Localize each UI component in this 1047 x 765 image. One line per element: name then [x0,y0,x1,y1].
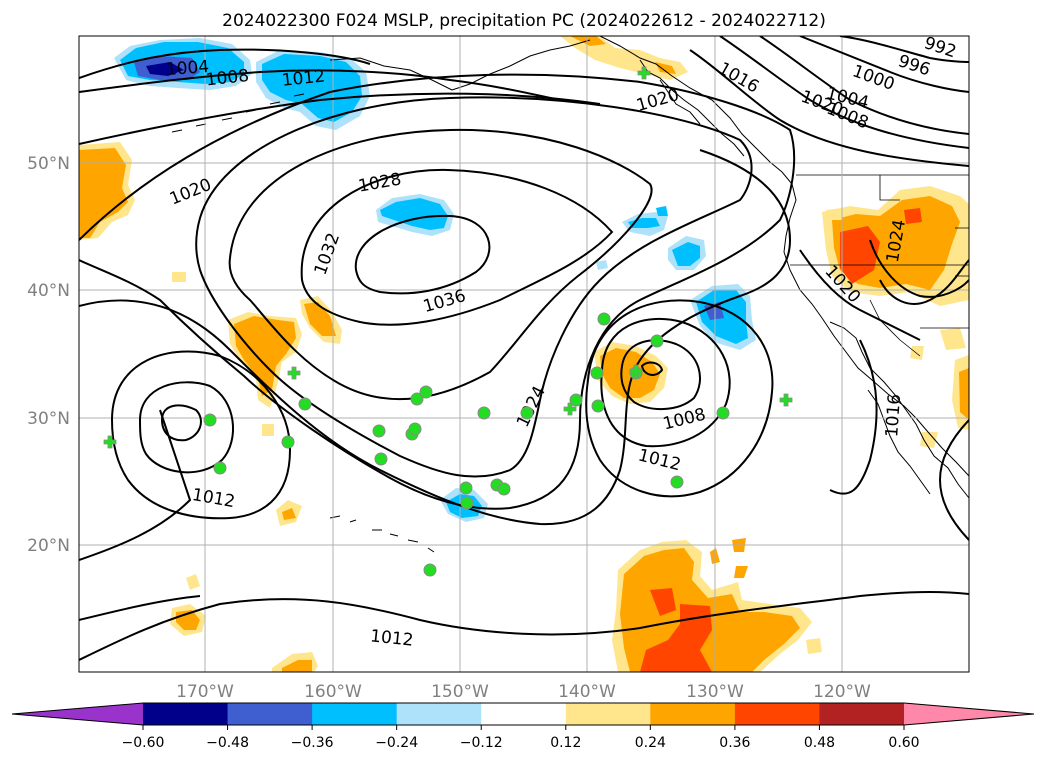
station-marker [520,406,534,420]
station-plus-marker [629,364,643,378]
colorbar-segment [481,703,567,725]
isobar-label: 1004 [165,57,210,80]
map-area: 1004 1008 1012 1020 1028 1032 1036 1024 … [79,36,969,672]
station-marker [597,312,611,326]
colorbar-tick-label: −0.12 [460,735,503,751]
colorbar-tick-label: 0.24 [635,735,666,751]
colorbar-extend-low [12,703,143,725]
station-marker [203,413,217,427]
station-marker [497,482,511,496]
lat-label: 30°N [27,409,70,429]
lon-label: 140°W [558,682,616,702]
station-marker [460,496,474,510]
colorbar-tick-label: −0.60 [122,735,165,751]
isobar-label: 1012 [281,66,326,90]
station-marker [591,399,605,413]
lat-label: 50°N [27,154,70,174]
station-marker [374,452,388,466]
station-plus-marker [779,393,793,407]
station-marker [419,385,433,399]
colorbar-segment [396,703,482,725]
colorbar-extend-high [904,703,1034,725]
colorbar-tick-label: −0.36 [291,735,334,751]
station-marker [213,461,227,475]
lon-label: 120°W [813,682,871,702]
colorbar-segment [650,703,736,725]
station-marker [410,392,424,406]
isobars [79,36,969,661]
colorbar-tick-label: 0.60 [888,735,919,751]
colorbar-segment [819,703,905,725]
station-marker [423,563,437,577]
lat-label: 20°N [27,536,70,556]
station-plus-marker [637,66,651,80]
colorbar-tick-label: −0.48 [206,735,249,751]
station-marker [716,406,730,420]
station-marker [569,393,583,407]
station-marker [372,424,386,438]
station-markers-plus [103,66,793,449]
colorbar-tick-label: −0.24 [375,735,418,751]
colorbar-tick-label: 0.12 [550,735,581,751]
station-marker [477,406,491,420]
station-marker [408,422,422,436]
colorbar-segment [734,703,820,725]
lat-label: 40°N [27,281,70,301]
station-marker [281,435,295,449]
colorbar-tick-label: 0.36 [719,735,750,751]
isobar-label: 1008 [205,66,250,90]
colorbar-segment [143,703,229,725]
colorbar-tick-label: 0.48 [804,735,835,751]
station-marker [650,334,664,348]
station-plus-marker [287,366,301,380]
colorbar-segment [227,703,313,725]
station-plus-marker [563,402,577,416]
station-marker [590,366,604,380]
latitude-labels: 50°N 40°N 30°N 20°N [27,154,70,556]
lon-label: 160°W [304,682,362,702]
isobar-label: 1016 [882,393,905,438]
lon-label: 150°W [431,682,489,702]
station-plus-marker [103,435,117,449]
colorbar-segment [565,703,651,725]
colorbar: −0.60 −0.48 −0.36 −0.24 −0.12 0.12 0.24 0.36 0.4… [11,702,1035,751]
station-marker [298,397,312,411]
station-marker [459,481,473,495]
isobar-label: 1012 [369,626,414,650]
longitude-labels: 170°W 160°W 150°W 140°W 130°W 120°W [176,682,871,702]
map-frame [78,35,970,673]
station-markers-circles [203,312,730,577]
political-borders [790,174,969,357]
lon-label: 130°W [686,682,744,702]
colorbar-segment [312,703,398,725]
lon-label: 170°W [176,682,234,702]
station-marker [670,475,684,489]
map-title: 2024022300 F024 MSLP, precipitation PC (… [222,11,826,31]
